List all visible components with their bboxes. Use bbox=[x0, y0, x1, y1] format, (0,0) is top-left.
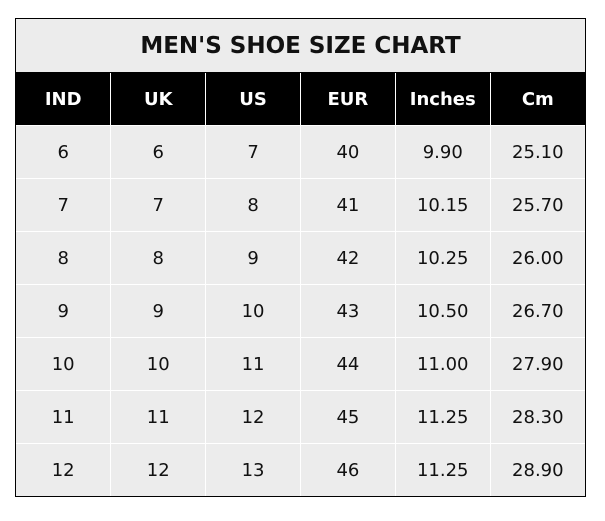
cell-us: 7 bbox=[205, 125, 301, 179]
cell-inches: 11.25 bbox=[394, 443, 491, 496]
cell-cm: 25.10 bbox=[489, 125, 585, 179]
table-row: 8 8 9 42 10.25 26.00 bbox=[16, 231, 585, 285]
cell-cm: 26.70 bbox=[489, 284, 585, 338]
cell-eur: 40 bbox=[299, 125, 396, 179]
column-header-ind: IND bbox=[16, 73, 111, 126]
cell-inches: 11.25 bbox=[394, 390, 491, 444]
cell-ind: 7 bbox=[16, 178, 111, 232]
cell-us: 11 bbox=[205, 337, 301, 391]
column-header-uk: UK bbox=[110, 73, 206, 126]
table-row: 9 9 10 43 10.50 26.70 bbox=[16, 284, 585, 338]
column-header-eur: EUR bbox=[299, 73, 396, 126]
cell-uk: 12 bbox=[110, 443, 206, 496]
table-row: 7 7 8 41 10.15 25.70 bbox=[16, 178, 585, 232]
header-row: IND UK US EUR Inches Cm bbox=[16, 73, 585, 126]
cell-ind: 11 bbox=[16, 390, 111, 444]
cell-us: 8 bbox=[205, 178, 301, 232]
cell-uk: 6 bbox=[110, 125, 206, 179]
cell-uk: 7 bbox=[110, 178, 206, 232]
cell-cm: 28.30 bbox=[489, 390, 585, 444]
cell-inches: 9.90 bbox=[394, 125, 491, 179]
cell-eur: 44 bbox=[299, 337, 396, 391]
cell-inches: 10.25 bbox=[394, 231, 491, 285]
cell-us: 9 bbox=[205, 231, 301, 285]
cell-ind: 6 bbox=[16, 125, 111, 179]
table-row: 6 6 7 40 9.90 25.10 bbox=[16, 125, 585, 179]
cell-inches: 10.50 bbox=[394, 284, 491, 338]
cell-inches: 11.00 bbox=[394, 337, 491, 391]
cell-ind: 10 bbox=[16, 337, 111, 391]
cell-uk: 10 bbox=[110, 337, 206, 391]
cell-uk: 11 bbox=[110, 390, 206, 444]
table-row: 11 11 12 45 11.25 28.30 bbox=[16, 390, 585, 444]
cell-eur: 42 bbox=[299, 231, 396, 285]
cell-inches: 10.15 bbox=[394, 178, 491, 232]
cell-ind: 8 bbox=[16, 231, 111, 285]
column-header-cm: Cm bbox=[489, 73, 585, 126]
column-header-inches: Inches bbox=[394, 73, 491, 126]
cell-us: 13 bbox=[205, 443, 301, 496]
cell-eur: 41 bbox=[299, 178, 396, 232]
cell-cm: 25.70 bbox=[489, 178, 585, 232]
cell-eur: 43 bbox=[299, 284, 396, 338]
cell-ind: 12 bbox=[16, 443, 111, 496]
size-table: IND UK US EUR Inches Cm 6 6 7 40 9.90 25.10 7 7 8 41 10… bbox=[16, 73, 585, 496]
cell-uk: 8 bbox=[110, 231, 206, 285]
cell-eur: 46 bbox=[299, 443, 396, 496]
cell-cm: 27.90 bbox=[489, 337, 585, 391]
table-row: 10 10 11 44 11.00 27.90 bbox=[16, 337, 585, 391]
cell-cm: 26.00 bbox=[489, 231, 585, 285]
size-chart: MEN'S SHOE SIZE CHART IND UK US EUR Inches Cm… bbox=[15, 18, 586, 497]
cell-us: 12 bbox=[205, 390, 301, 444]
column-header-us: US bbox=[205, 73, 301, 126]
cell-cm: 28.90 bbox=[489, 443, 585, 496]
cell-us: 10 bbox=[205, 284, 301, 338]
cell-eur: 45 bbox=[299, 390, 396, 444]
chart-title: MEN'S SHOE SIZE CHART bbox=[16, 19, 585, 73]
cell-ind: 9 bbox=[16, 284, 111, 338]
table-row: 12 12 13 46 11.25 28.90 bbox=[16, 443, 585, 496]
cell-uk: 9 bbox=[110, 284, 206, 338]
